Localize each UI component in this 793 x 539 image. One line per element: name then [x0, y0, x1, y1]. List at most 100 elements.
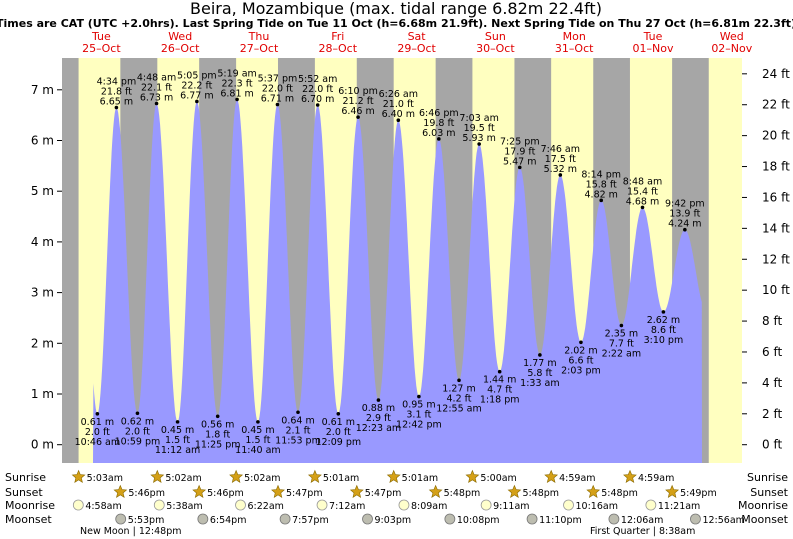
high-tide-point: [235, 97, 239, 102]
sunset-time: 5:48pm: [444, 488, 481, 499]
day-name-label: Thu: [248, 30, 270, 43]
high-tide-feet: 17.9 ft: [504, 146, 535, 157]
low-tide-meters: 2.62 m: [647, 315, 680, 326]
low-tide-meters: 0.61 m: [81, 417, 114, 428]
low-tide-point: [579, 340, 583, 345]
high-tide-meters: 6.65 m: [100, 97, 133, 108]
moonrise-time: 5:38am: [166, 501, 202, 512]
moonrise-time: 8:09am: [411, 501, 447, 512]
low-tide-time: 1:18 pm: [480, 395, 520, 406]
high-tide-time: 8:14 pm: [581, 169, 621, 180]
high-tide-meters: 4.24 m: [668, 219, 701, 230]
low-tide-point: [497, 369, 502, 374]
low-tide-point: [135, 411, 140, 416]
low-tide-feet: 4.7 ft: [487, 385, 512, 396]
y-tick-label-right: 16 ft: [762, 190, 790, 204]
low-tide-time: 11:25 pm: [195, 439, 241, 450]
high-tide-point: [558, 173, 563, 177]
moonrise-icon: [563, 499, 574, 511]
high-tide-point: [517, 165, 522, 170]
low-tide-time: 12:42 pm: [396, 420, 442, 431]
moonrise-time: 7:12am: [329, 501, 365, 512]
low-tide-meters: 1.44 m: [483, 375, 516, 386]
low-tide-meters: 0.64 m: [281, 415, 314, 426]
moonrise-icon: [398, 499, 410, 511]
y-tick-label-right: 0 ft: [762, 438, 782, 452]
high-tide-point: [396, 118, 401, 123]
sunrise-time: 5:01am: [323, 473, 359, 484]
moonset-time: 7:57pm: [292, 515, 329, 526]
low-tide-meters: 2.02 m: [564, 345, 597, 356]
high-tide-point: [683, 227, 687, 232]
low-tide-time: 12:09 pm: [315, 437, 361, 448]
low-tide-point: [95, 411, 100, 416]
y-tick-label-right: 6 ft: [762, 345, 782, 359]
low-tide-feet: 7.7 ft: [609, 339, 634, 350]
y-tick-label-right: 22 ft: [762, 98, 790, 112]
y-tick-label-left: 1 m: [31, 387, 54, 401]
sunrise-time: 5:00am: [480, 473, 516, 484]
sunrise-time: 4:59am: [559, 473, 595, 484]
day-name-label: Sat: [408, 30, 427, 43]
y-tick-label-right: 14 ft: [762, 221, 790, 235]
day-date-label: 30–Oct: [476, 42, 515, 55]
moonset-time: 9:03pm: [375, 515, 412, 526]
y-tick-label-right: 12 ft: [762, 252, 790, 266]
sunrise-time: 5:01am: [402, 473, 438, 484]
low-tide-meters: 0.88 m: [362, 403, 395, 414]
high-tide-feet: 22.2 ft: [181, 80, 212, 91]
low-tide-time: 12:23 am: [356, 423, 401, 434]
day-labels: Tue25–OctWed26–OctThu27–OctFri28–OctSat2…: [82, 30, 753, 55]
low-tide-feet: 6.6 ft: [568, 355, 593, 366]
sunset-icon: [507, 484, 522, 498]
high-tide-point: [315, 103, 320, 107]
moonset-row-label-right: Moonset: [741, 513, 788, 526]
moonset-row-label-left: Moonset: [5, 513, 52, 526]
day-date-label: 01–Nov: [633, 42, 674, 55]
y-axis-left: 0 m 1 m 2 m 3 m 4 m 5 m 6 m 7 m: [31, 83, 62, 452]
low-tide-feet: 2.9 ft: [366, 413, 391, 424]
moonset-icon: [197, 513, 209, 525]
sunset-icon: [192, 484, 207, 498]
sunset-row-label-left: Sunset: [5, 486, 43, 499]
low-tide-meters: 1.27 m: [442, 383, 475, 394]
sunset-time: 5:48pm: [601, 488, 638, 499]
day-date-label: 28–Oct: [319, 42, 358, 55]
sunrise-row-label-right: Sunrise: [747, 471, 788, 484]
sunset-time: 5:49pm: [680, 488, 717, 499]
sunrise-time: 5:02am: [165, 473, 201, 484]
y-tick-label-left: 3 m: [31, 286, 54, 300]
day-name-label: Wed: [168, 30, 192, 43]
day-date-label: 25–Oct: [82, 42, 121, 55]
high-tide-point: [356, 115, 360, 119]
moonrise-icon: [235, 499, 246, 511]
high-tide-point: [640, 205, 645, 210]
high-tide-time: 7:25 pm: [500, 136, 540, 147]
y-tick-label-right: 18 ft: [762, 160, 790, 174]
sunrise-icon: [386, 469, 401, 483]
high-tide-point: [154, 101, 159, 106]
low-tide-point: [215, 414, 220, 419]
high-tide-meters: 6.81 m: [220, 88, 253, 99]
high-tide-meters: 6.71 m: [261, 94, 294, 105]
moonrise-time: 4:58am: [85, 501, 121, 512]
moon-phase-new: New Moon | 12:48pm: [80, 526, 182, 537]
low-tide-point: [538, 353, 542, 357]
day-date-label: 27–Oct: [240, 42, 279, 55]
moon-phase-first-quarter: First Quarter | 8:38am: [590, 526, 695, 537]
high-tide-point: [477, 142, 481, 146]
low-tide-meters: 0.45 m: [241, 425, 274, 436]
moonset-icon: [279, 513, 291, 525]
high-tide-meters: 6.03 m: [422, 128, 455, 139]
low-tide-point: [376, 398, 381, 402]
low-tide-time: 10:46 am: [75, 437, 120, 448]
day-name-label: Wed: [720, 30, 744, 43]
low-tide-feet: 8.6 ft: [651, 325, 676, 336]
high-tide-meters: 5.47 m: [503, 156, 536, 167]
sunrise-icon: [150, 469, 165, 483]
high-tide-time: 4:34 pm: [97, 77, 137, 88]
sunset-time: 5:48pm: [522, 488, 559, 499]
low-tide-feet: 2.0 ft: [125, 426, 150, 437]
sunrise-time: 5:02am: [244, 473, 280, 484]
